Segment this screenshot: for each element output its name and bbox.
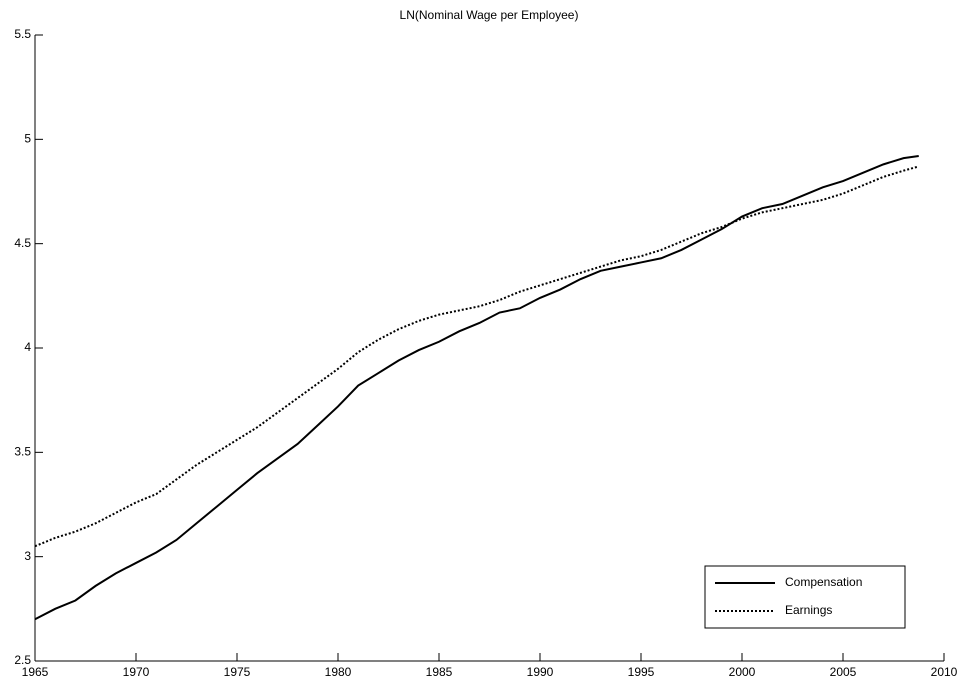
x-tick-label: 1965 [22, 665, 49, 679]
x-tick-label: 2005 [830, 665, 857, 679]
x-tick-label: 2000 [729, 665, 756, 679]
legend-label: Earnings [785, 603, 832, 617]
x-tick-label: 1970 [123, 665, 150, 679]
x-tick-label: 1985 [426, 665, 453, 679]
y-tick-label: 3.5 [14, 445, 31, 459]
x-tick-label: 1980 [325, 665, 352, 679]
x-tick-label: 1995 [628, 665, 655, 679]
y-tick-label: 4 [24, 340, 31, 354]
y-tick-label: 5 [24, 132, 31, 146]
x-tick-label: 2010 [931, 665, 958, 679]
legend-label: Compensation [785, 575, 862, 589]
y-tick-label: 5.5 [14, 27, 31, 41]
y-tick-label: 3 [24, 549, 31, 563]
x-tick-label: 1975 [224, 665, 251, 679]
y-tick-label: 4.5 [14, 236, 31, 250]
y-tick-label: 2.5 [14, 653, 31, 667]
line-series [34, 165, 920, 548]
chart-title: LN(Nominal Wage per Employee) [400, 8, 579, 22]
x-tick-label: 1990 [527, 665, 554, 679]
legend-box [704, 565, 906, 629]
line-series [34, 155, 919, 621]
